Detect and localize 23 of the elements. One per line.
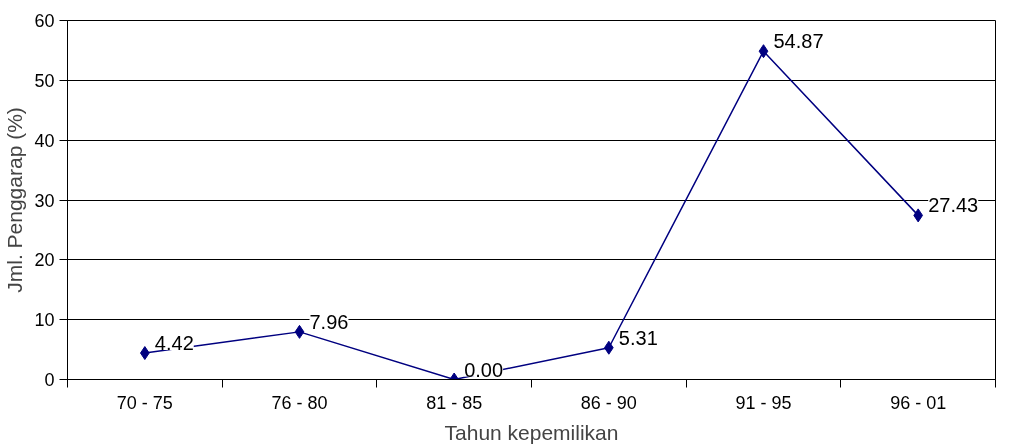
data-label: 5.31 xyxy=(618,326,658,349)
y-tick-label: 20 xyxy=(34,250,55,271)
x-tick-label: 81 - 85 xyxy=(426,392,483,413)
y-tick-label: 50 xyxy=(34,70,55,91)
data-label: 54.87 xyxy=(773,30,824,53)
x-axis-title: Tahun kepemilikan xyxy=(444,420,619,444)
x-tick-label: 96 - 01 xyxy=(890,392,947,413)
point xyxy=(294,324,305,339)
point xyxy=(758,44,769,59)
y-tick-label: 10 xyxy=(34,310,55,331)
y-axis-title: Jml. Penggarap (%) xyxy=(3,107,27,293)
data-label: 4.42 xyxy=(154,332,194,355)
x-tick-label: 76 - 80 xyxy=(271,392,328,413)
y-tick-label: 0 xyxy=(44,370,55,390)
x-tick-label: 91 - 95 xyxy=(735,392,792,413)
data-label: 0.00 xyxy=(464,358,504,381)
data-label: 7.96 xyxy=(309,310,349,333)
data-label: 27.43 xyxy=(928,194,979,217)
x-tick-label: 86 - 90 xyxy=(580,392,637,413)
y-tick-label: 30 xyxy=(34,190,55,211)
y-tick-label: 60 xyxy=(34,11,55,31)
y-tick-label: 40 xyxy=(34,130,55,151)
x-tick-label: 70 - 75 xyxy=(116,392,173,413)
